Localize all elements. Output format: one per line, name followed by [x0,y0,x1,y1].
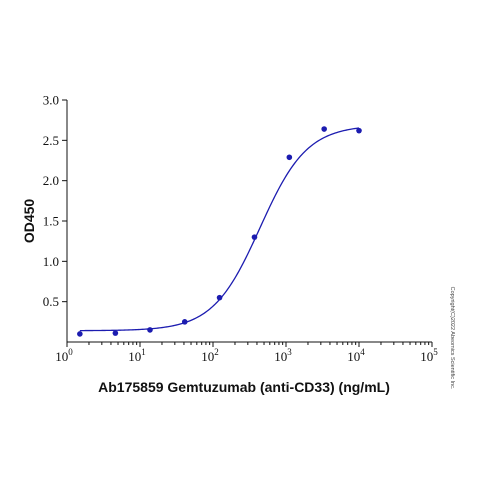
x-tick-base: 10 [420,349,433,364]
data-point [181,319,188,325]
x-tick-exponent: 3 [287,347,292,357]
y-ticks: 0.5 1.0 1.5 2.0 2.5 3.0 [43,93,67,309]
x-tick-exponent: 0 [68,347,73,357]
y-tick-label: 2.5 [43,133,59,148]
x-axis-title: Ab175859 Gemtuzumab (anti-CD33) (ng/mL) [98,379,390,395]
x-tick-label: 104 [347,347,365,364]
x-tick-base: 10 [201,349,214,364]
x-tick-exponent: 1 [141,347,146,357]
copyright-watermark: Copyright(C)2022 Abeomics Scientific Inc… [449,287,455,390]
x-tick-label: 100 [55,347,73,364]
x-tick-label: 102 [201,347,219,364]
y-tick-label: 3.0 [43,93,59,108]
x-tick-exponent: 2 [214,347,219,357]
data-point [112,330,119,336]
data-point [356,127,362,134]
x-tick-base: 10 [55,349,68,364]
y-tick-label: 2.0 [43,173,59,188]
x-tick-base: 10 [347,349,360,364]
x-tick-base: 10 [128,349,141,364]
x-tick-exponent: 4 [360,347,365,357]
x-tick-label: 105 [420,347,438,364]
data-point [321,126,327,132]
y-tick-label: 0.5 [43,294,59,309]
x-tick-label: 101 [128,347,146,364]
x-tick-base: 10 [274,349,287,364]
data-point [286,154,293,161]
x-ticks: 100 101 102 103 104 105 [55,342,438,364]
y-axis-title: OD450 [21,199,37,244]
data-point [147,327,153,333]
data-point [251,234,258,240]
x-tick-exponent: 5 [433,347,438,357]
data-points [77,126,362,337]
data-point [77,331,83,337]
data-point [216,294,223,301]
x-tick-label: 103 [274,347,292,364]
y-tick-label: 1.5 [43,214,59,229]
y-tick-label: 1.0 [43,254,59,269]
